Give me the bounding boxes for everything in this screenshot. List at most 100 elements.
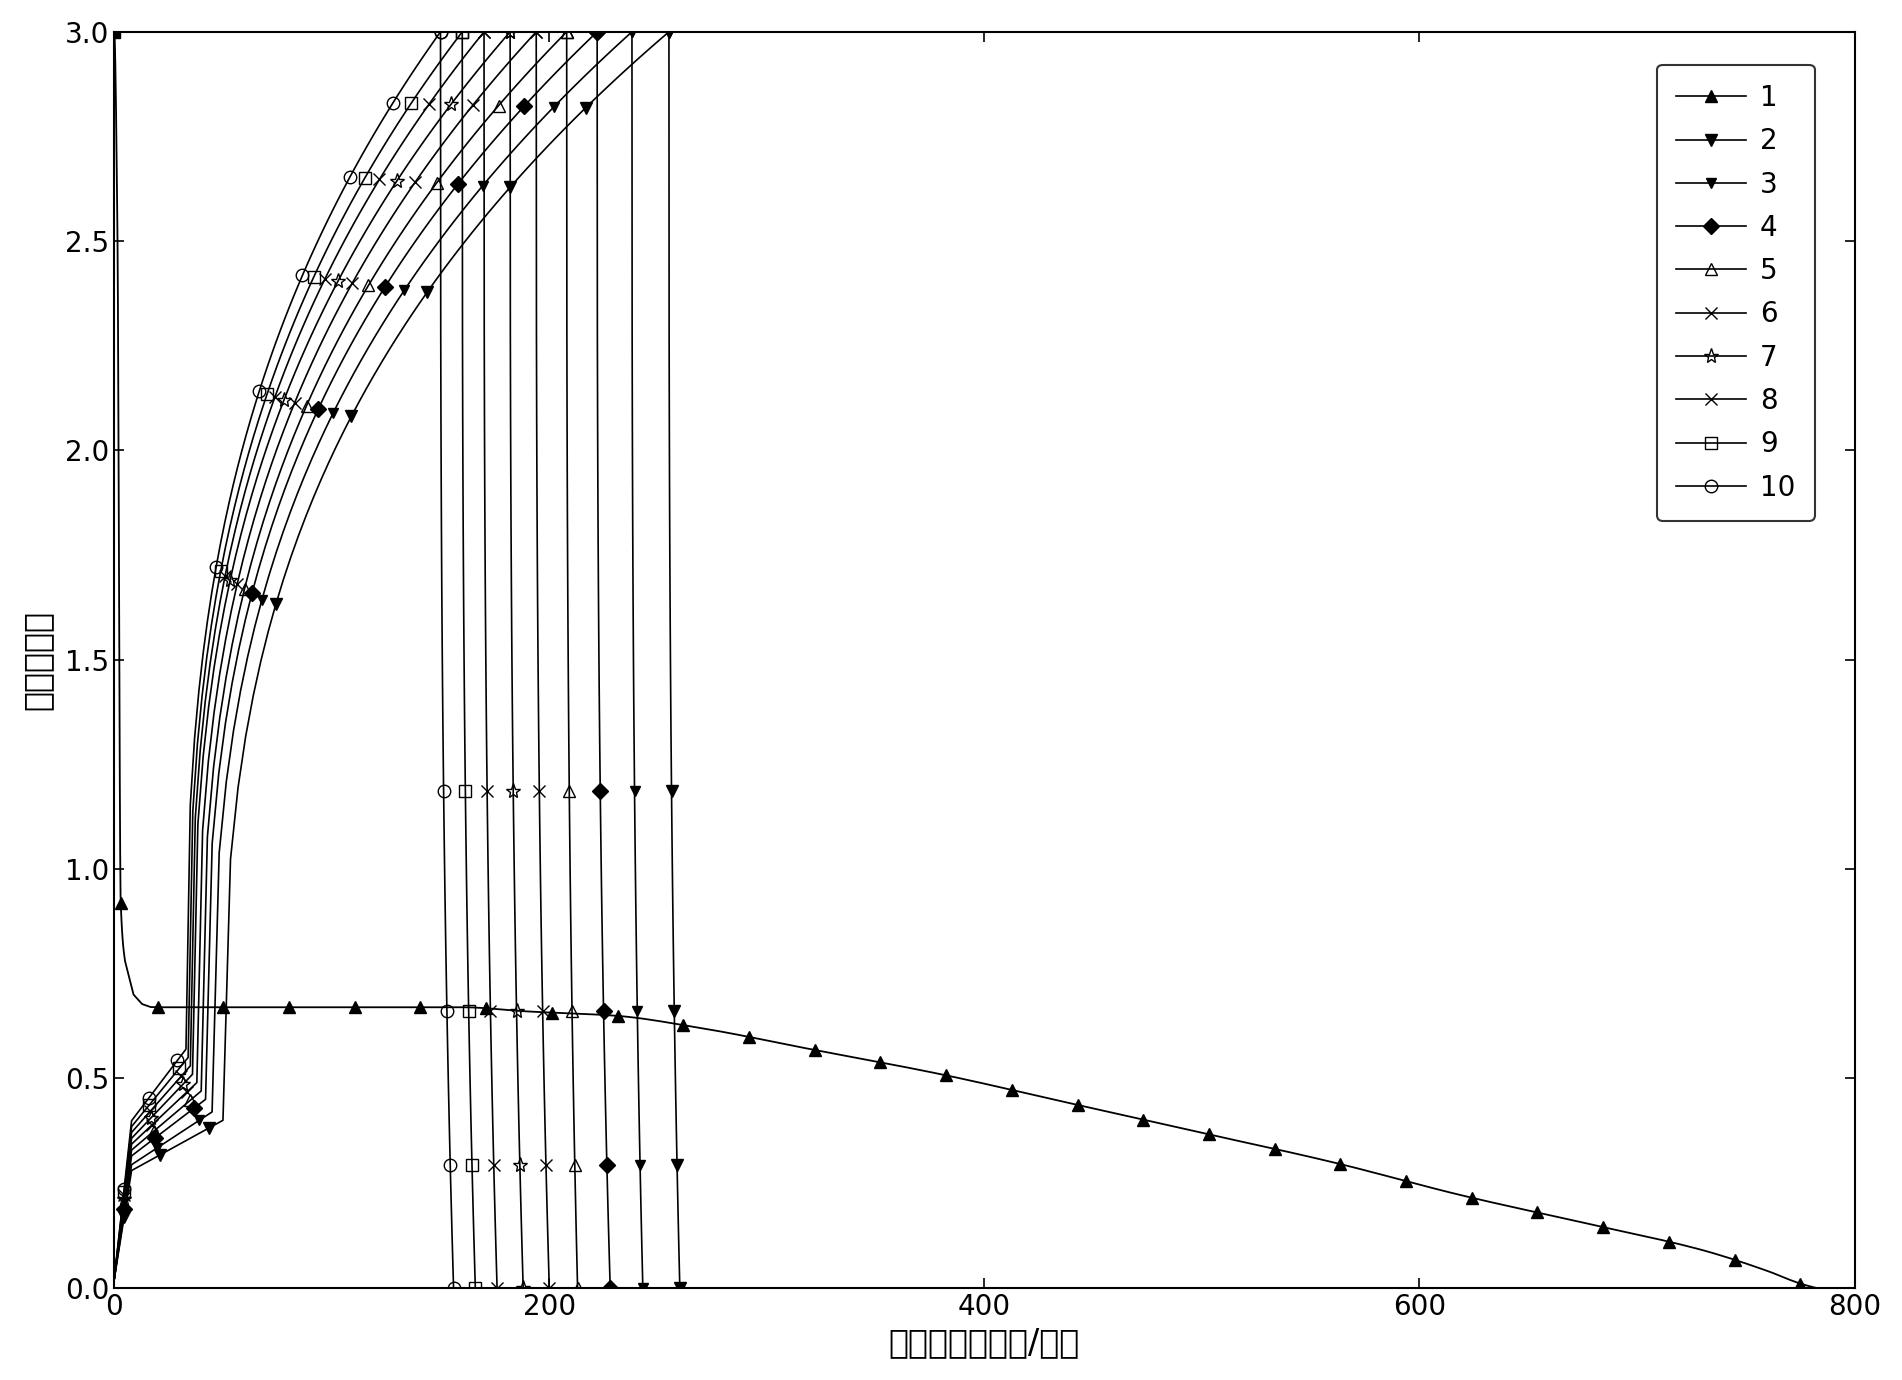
9	[209, 563, 232, 580]
1	[934, 1067, 957, 1083]
9	[139, 1097, 162, 1114]
9	[354, 170, 377, 186]
1	[607, 1007, 630, 1024]
7	[327, 273, 350, 290]
1	[1461, 1190, 1484, 1206]
1	[1198, 1126, 1221, 1143]
6	[462, 97, 485, 113]
8	[112, 1187, 135, 1203]
8	[418, 95, 441, 112]
Line: 7: 7	[116, 25, 517, 1206]
6	[175, 1085, 198, 1101]
7	[139, 1110, 162, 1126]
1	[146, 999, 169, 1016]
7	[439, 97, 462, 113]
1	[1723, 1252, 1746, 1268]
4	[112, 1201, 135, 1217]
Legend: 1, 2, 3, 4, 5, 6, 7, 8, 9, 10: 1, 2, 3, 4, 5, 6, 7, 8, 9, 10	[1657, 65, 1815, 520]
Line: 9: 9	[118, 26, 468, 1198]
7	[272, 392, 295, 408]
7	[498, 23, 521, 40]
4	[306, 400, 329, 417]
5	[112, 1198, 135, 1214]
Line: 2: 2	[118, 26, 675, 1224]
Line: 6: 6	[118, 26, 542, 1209]
1	[344, 999, 367, 1016]
5	[234, 581, 257, 598]
6	[340, 275, 363, 291]
6	[226, 575, 249, 592]
3	[251, 592, 274, 609]
1	[211, 999, 234, 1016]
4	[183, 1100, 205, 1116]
5	[358, 277, 380, 294]
4	[447, 175, 470, 192]
9	[255, 385, 278, 402]
9	[451, 23, 474, 40]
5	[143, 1123, 165, 1140]
3	[146, 1140, 169, 1156]
10	[205, 559, 228, 575]
Line: 8: 8	[118, 26, 491, 1202]
7	[171, 1076, 194, 1093]
9	[112, 1184, 135, 1201]
1	[671, 1017, 694, 1034]
3	[112, 1206, 135, 1223]
4	[373, 279, 396, 295]
2	[264, 596, 287, 613]
10	[112, 1180, 135, 1196]
1	[869, 1054, 892, 1071]
1	[1592, 1219, 1615, 1235]
10	[137, 1090, 160, 1107]
4	[240, 585, 262, 602]
2	[498, 179, 521, 196]
8	[314, 270, 337, 287]
7	[112, 1191, 135, 1208]
9	[167, 1060, 190, 1076]
3	[394, 282, 417, 298]
3	[542, 99, 565, 116]
1	[108, 894, 131, 911]
3	[620, 23, 643, 40]
9	[399, 95, 422, 112]
5	[179, 1092, 202, 1108]
2	[112, 1209, 135, 1225]
2	[340, 408, 363, 425]
1	[1394, 1173, 1417, 1190]
1	[476, 1000, 498, 1017]
7	[386, 172, 409, 189]
Line: 4: 4	[118, 26, 603, 1214]
10	[339, 168, 361, 185]
4	[514, 98, 536, 115]
1	[1525, 1205, 1548, 1221]
10	[430, 23, 453, 40]
Line: 3: 3	[120, 28, 637, 1219]
3	[188, 1112, 211, 1129]
7	[219, 571, 242, 588]
8	[369, 171, 392, 188]
2	[198, 1121, 221, 1137]
X-axis label: 比容量（毫安时/克）: 比容量（毫安时/克）	[888, 1326, 1080, 1359]
5	[555, 23, 578, 40]
Line: 1: 1	[114, 897, 1807, 1290]
4	[586, 23, 609, 40]
1	[1067, 1097, 1090, 1114]
1	[738, 1028, 761, 1045]
2	[658, 23, 681, 40]
1	[803, 1042, 825, 1058]
5	[426, 175, 449, 192]
1	[1329, 1156, 1352, 1173]
8	[169, 1068, 192, 1085]
1	[1263, 1141, 1286, 1158]
1	[278, 999, 301, 1016]
Y-axis label: 电压（伏）: 电压（伏）	[21, 610, 53, 709]
6	[112, 1194, 135, 1210]
1	[1000, 1082, 1023, 1098]
10	[247, 382, 270, 399]
3	[321, 404, 344, 421]
10	[291, 268, 314, 284]
8	[213, 567, 236, 584]
1	[1788, 1275, 1811, 1292]
9	[302, 269, 325, 286]
6	[141, 1116, 164, 1133]
